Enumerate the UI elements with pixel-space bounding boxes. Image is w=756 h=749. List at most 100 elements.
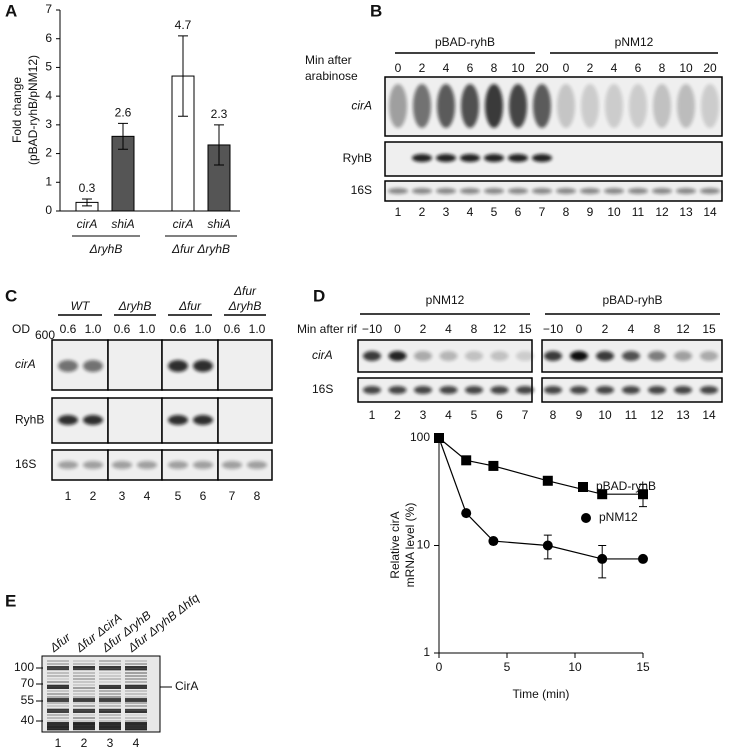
timepoint: 20 bbox=[535, 61, 549, 75]
timepoint: 12 bbox=[676, 322, 690, 336]
timepoint: 0 bbox=[394, 322, 401, 336]
band bbox=[532, 188, 552, 194]
x-tick-label: 0 bbox=[436, 660, 443, 674]
y-tick-label: 7 bbox=[45, 2, 52, 16]
band bbox=[629, 84, 647, 128]
x-tick-label: 15 bbox=[636, 660, 650, 674]
band bbox=[532, 154, 552, 162]
band bbox=[605, 84, 623, 128]
blot bbox=[384, 76, 723, 137]
x-tick-label: cirA bbox=[173, 217, 194, 231]
od-subscript: 600 bbox=[35, 328, 55, 342]
lane-number: 3 bbox=[107, 736, 114, 749]
timepoint: 2 bbox=[587, 61, 594, 75]
band bbox=[516, 351, 534, 361]
band bbox=[570, 351, 588, 361]
row-label: RyhB bbox=[15, 413, 44, 427]
gel-band bbox=[73, 702, 95, 704]
gel-band bbox=[99, 660, 121, 662]
lane-number: 6 bbox=[200, 489, 207, 503]
gel-band bbox=[125, 675, 147, 677]
timepoint: 2 bbox=[419, 61, 426, 75]
y-axis-label: Relative cirA bbox=[388, 511, 402, 578]
band bbox=[465, 386, 483, 394]
od-value: 1.0 bbox=[249, 322, 266, 336]
gel-band bbox=[99, 705, 121, 707]
y-tick-label: 5 bbox=[45, 60, 52, 74]
y-tick-label: 10 bbox=[417, 538, 431, 552]
y-tick-label: 3 bbox=[45, 117, 52, 131]
band bbox=[414, 386, 432, 394]
lane-number: 3 bbox=[420, 408, 427, 422]
timepoint: 0 bbox=[395, 61, 402, 75]
gel-band bbox=[99, 678, 121, 680]
timepoint: 10 bbox=[511, 61, 525, 75]
error-bar bbox=[178, 35, 188, 117]
panel-label: E bbox=[5, 591, 16, 610]
gel-band bbox=[47, 672, 69, 674]
blot bbox=[384, 141, 723, 177]
legend-label: pBAD-ryhB bbox=[596, 479, 656, 493]
band bbox=[570, 386, 588, 394]
od-label: OD bbox=[12, 322, 30, 336]
marker bbox=[638, 553, 648, 564]
lane-number: 13 bbox=[679, 205, 693, 219]
band bbox=[389, 84, 407, 128]
band bbox=[533, 84, 551, 128]
error-bar bbox=[118, 122, 128, 150]
band bbox=[168, 461, 188, 469]
gel-band bbox=[73, 675, 95, 677]
timepoint: 0 bbox=[563, 61, 570, 75]
band bbox=[490, 386, 509, 394]
band bbox=[168, 415, 188, 425]
gel-band bbox=[47, 720, 69, 722]
band bbox=[388, 351, 407, 361]
gel-band bbox=[99, 693, 121, 695]
gel-band bbox=[47, 663, 69, 665]
lane-number: 4 bbox=[133, 736, 140, 749]
x-tick-label: cirA bbox=[77, 217, 98, 231]
band bbox=[436, 188, 456, 194]
gel-band bbox=[47, 675, 69, 677]
lane-number: 1 bbox=[65, 489, 72, 503]
y-axis-label: (pBAD-ryhB/pNM12) bbox=[26, 55, 40, 165]
timepoint: 2 bbox=[602, 322, 609, 336]
gel-band bbox=[125, 660, 147, 662]
y-tick-label: 4 bbox=[45, 88, 52, 102]
gel-band bbox=[73, 687, 95, 689]
band bbox=[413, 84, 431, 128]
lane-number: 7 bbox=[539, 205, 546, 219]
timepoint: 10 bbox=[679, 61, 693, 75]
gel-band bbox=[47, 698, 69, 702]
band bbox=[604, 188, 624, 194]
panel-label: B bbox=[370, 1, 382, 20]
blot bbox=[384, 180, 723, 202]
lane-number: 1 bbox=[369, 408, 376, 422]
timepoint: 2 bbox=[420, 322, 427, 336]
marker bbox=[488, 536, 499, 547]
gel-band bbox=[125, 698, 147, 702]
header: Min after rif bbox=[297, 322, 358, 336]
lane-number: 6 bbox=[496, 408, 503, 422]
strain-label: Δfur bbox=[46, 630, 74, 656]
timepoint: 15 bbox=[518, 322, 532, 336]
gel-band bbox=[125, 696, 147, 698]
gel-band bbox=[73, 709, 95, 713]
gel-band bbox=[125, 690, 147, 692]
lane-number: 2 bbox=[419, 205, 426, 219]
band bbox=[596, 386, 614, 394]
gel-band bbox=[99, 666, 121, 670]
group-label: Δfur bbox=[178, 299, 202, 313]
gel-band bbox=[73, 660, 95, 662]
gel-band bbox=[125, 672, 147, 674]
band bbox=[701, 84, 719, 128]
y-tick-label: 6 bbox=[45, 31, 52, 45]
error-bar bbox=[82, 198, 92, 207]
gel-band bbox=[47, 693, 69, 695]
gel-band bbox=[99, 720, 121, 722]
band bbox=[580, 188, 600, 194]
lane-number: 9 bbox=[587, 205, 594, 219]
gel-band bbox=[125, 663, 147, 665]
band bbox=[674, 351, 692, 361]
value-label: 0.3 bbox=[79, 181, 96, 195]
